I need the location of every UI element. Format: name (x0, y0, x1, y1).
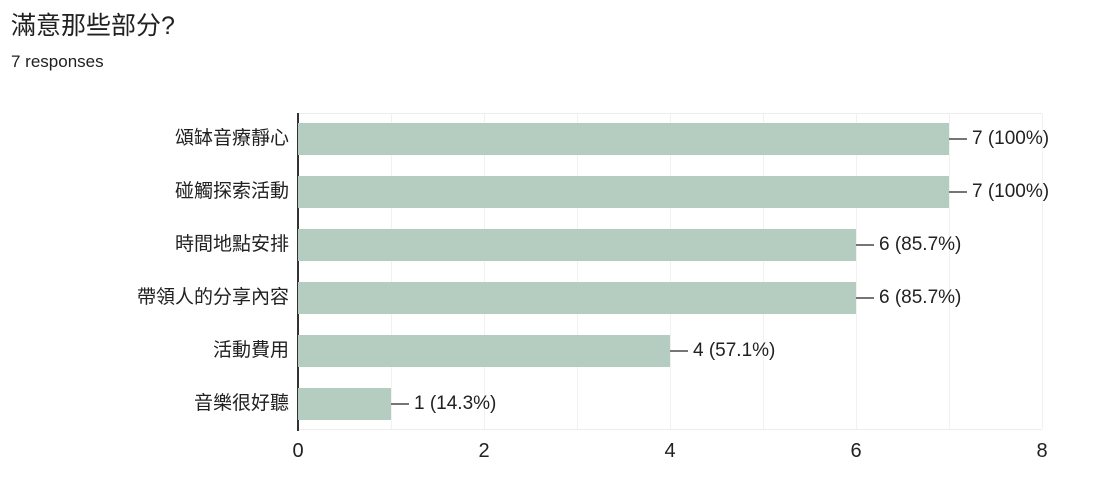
chart-row: 帶領人的分享內容 6 (85.7%) (8, 271, 1042, 324)
x-axis-tick-label: 0 (292, 440, 304, 462)
bar-track: 1 (14.3%) (298, 377, 1042, 430)
value-label: 7 (100%) (972, 181, 1050, 203)
question-title: 滿意那些部分? (11, 12, 175, 40)
gridline (856, 114, 857, 429)
gridline (763, 114, 764, 429)
gridline (577, 114, 578, 429)
bar[interactable] (298, 123, 949, 156)
x-axis-tick-label: 8 (1036, 440, 1048, 462)
gridline (484, 114, 485, 429)
value-label: 7 (100%) (972, 128, 1050, 150)
chart-row: 碰觸探索活動 7 (100%) (8, 166, 1049, 219)
x-axis-tick-label: 2 (478, 440, 490, 462)
leader-line (949, 191, 967, 194)
value-label: 6 (85.7%) (879, 286, 962, 308)
category-label: 帶領人的分享內容 (136, 286, 289, 308)
bar-track: 7 (100%) (298, 113, 1049, 166)
bar-track: 7 (100%) (298, 166, 1049, 219)
gridline (670, 114, 671, 429)
category-label: 時間地點安排 (174, 234, 289, 256)
value-label: 4 (57.1%) (693, 339, 776, 361)
chart-row: 活動費用 4 (57.1%) (8, 324, 1042, 377)
responses-count: 7 responses (11, 52, 104, 71)
category-label: 音樂很好聽 (193, 392, 289, 414)
gridline (391, 114, 392, 429)
category-label: 碰觸探索活動 (174, 181, 289, 203)
bar[interactable] (298, 334, 670, 367)
bar-chart: 頌缽音療靜心 7 (100%) 碰觸探索活動 7 (100%) 時間地點安排 6 (85.… (8, 113, 1049, 430)
leader-line (856, 244, 874, 247)
x-axis-tick-label: 4 (664, 440, 676, 462)
y-axis-line (297, 113, 299, 431)
leader-line (391, 402, 409, 405)
gridline (949, 114, 950, 429)
bar-track: 4 (57.1%) (298, 324, 1042, 377)
value-label: 6 (85.7%) (879, 234, 962, 256)
value-annotation: 6 (85.7%) (856, 287, 961, 309)
chart-row: 時間地點安排 6 (85.7%) (8, 219, 1042, 272)
bar[interactable] (298, 387, 391, 420)
category-label: 頌缽音療靜心 (174, 128, 289, 150)
chart-gridlines (298, 113, 1043, 430)
category-label: 活動費用 (212, 339, 289, 361)
value-annotation: 7 (100%) (949, 181, 1049, 203)
gridline (1042, 114, 1043, 429)
value-annotation: 7 (100%) (949, 128, 1049, 150)
leader-line (949, 138, 967, 141)
chart-row: 頌缽音療靜心 7 (100%) (8, 113, 1049, 166)
value-annotation: 4 (57.1%) (670, 340, 775, 362)
value-label: 1 (14.3%) (414, 392, 497, 414)
chart-row: 音樂很好聽 1 (14.3%) (8, 377, 1042, 430)
bar[interactable] (298, 281, 856, 314)
x-axis-tick-label: 6 (850, 440, 862, 462)
bar-track: 6 (85.7%) (298, 271, 1042, 324)
bar[interactable] (298, 229, 856, 262)
leader-line (670, 349, 688, 352)
value-annotation: 6 (85.7%) (856, 234, 961, 256)
x-axis: 0 2 4 6 8 (292, 440, 1047, 464)
value-annotation: 1 (14.3%) (391, 393, 496, 415)
leader-line (856, 296, 874, 299)
bar-track: 6 (85.7%) (298, 219, 1042, 272)
bar[interactable] (298, 176, 949, 209)
